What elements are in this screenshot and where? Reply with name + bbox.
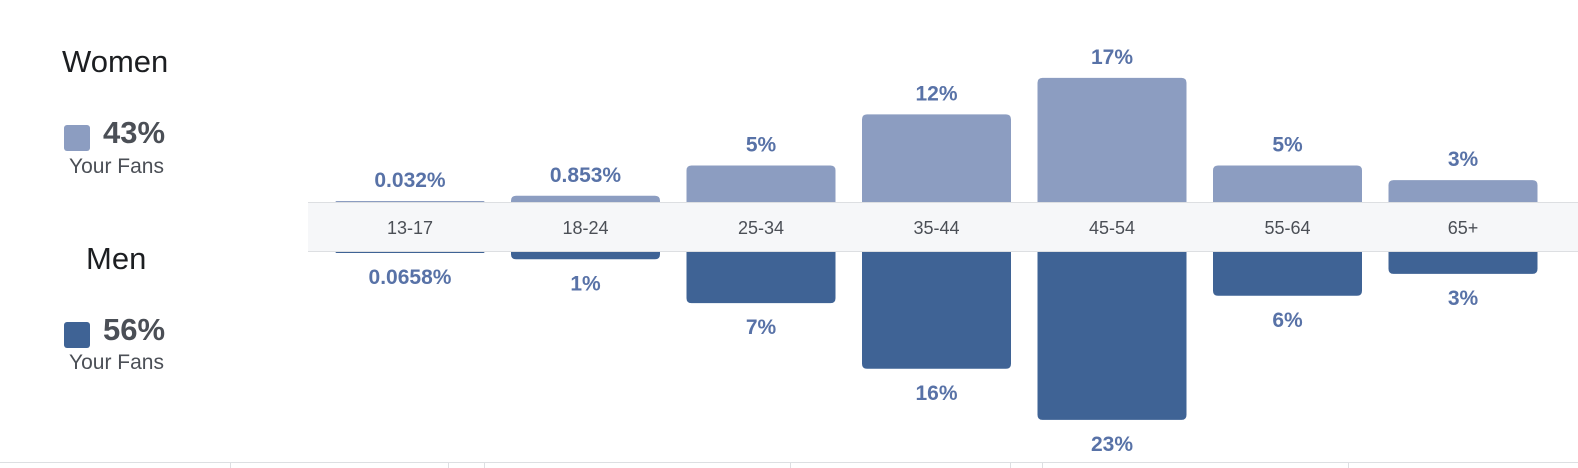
men-value-label: 0.0658%: [369, 266, 452, 289]
women-heading: Women: [62, 44, 169, 79]
men-value-label: 1%: [570, 272, 601, 295]
men-heading: Men: [86, 241, 147, 276]
women-value-label: 0.032%: [374, 169, 446, 192]
men-bar: [511, 252, 660, 260]
women-bar: [1037, 77, 1187, 202]
women-sublabel: Your Fans: [69, 155, 164, 178]
divider-tick: [1042, 462, 1043, 468]
men-bar: [686, 252, 836, 304]
women-value-label: 12%: [915, 82, 957, 105]
men-swatch: [64, 322, 90, 348]
divider-tick: [790, 462, 791, 468]
women-value-label: 5%: [1272, 134, 1303, 157]
category-label: 13-17: [387, 218, 433, 238]
women-swatch: [64, 125, 90, 151]
divider-tick: [448, 462, 449, 468]
divider-tick: [1348, 462, 1349, 468]
men-bar: [1213, 252, 1362, 296]
category-label: 35-44: [913, 218, 959, 238]
category-label: 18-24: [562, 218, 608, 238]
men-percent: 56%: [103, 312, 166, 347]
women-bar: [862, 114, 1011, 202]
category-label: 65+: [1448, 218, 1479, 238]
women-value-label: 5%: [746, 134, 777, 157]
men-value-label: 23%: [1091, 433, 1133, 456]
women-value-label: 17%: [1091, 46, 1133, 69]
women-bar: [1213, 165, 1362, 202]
category-label: 25-34: [738, 218, 784, 238]
divider-tick: [484, 462, 485, 468]
men-bar: [335, 252, 485, 253]
bottom-divider: [0, 462, 1578, 463]
women-bar: [335, 201, 485, 202]
women-bar: [1388, 180, 1538, 202]
men-bar: [1037, 252, 1187, 420]
category-band: [308, 202, 1578, 252]
men-bar: [1388, 252, 1538, 274]
women-percent: 43%: [103, 115, 166, 150]
women-value-label: 0.853%: [550, 164, 622, 187]
men-bar: [862, 252, 1011, 369]
men-value-label: 6%: [1272, 309, 1303, 332]
divider-tick: [230, 462, 231, 468]
women-value-label: 3%: [1448, 148, 1479, 171]
women-bar: [686, 165, 836, 202]
men-value-label: 16%: [915, 382, 957, 405]
category-label: 45-54: [1089, 218, 1135, 238]
divider-tick: [1010, 462, 1011, 468]
men-value-label: 3%: [1448, 287, 1479, 310]
women-bar: [511, 195, 660, 202]
men-sublabel: Your Fans: [69, 351, 164, 374]
men-value-label: 7%: [746, 316, 777, 339]
category-label: 55-64: [1264, 218, 1310, 238]
legend: Women 43% Your Fans Men 56% Your Fans: [0, 0, 260, 468]
